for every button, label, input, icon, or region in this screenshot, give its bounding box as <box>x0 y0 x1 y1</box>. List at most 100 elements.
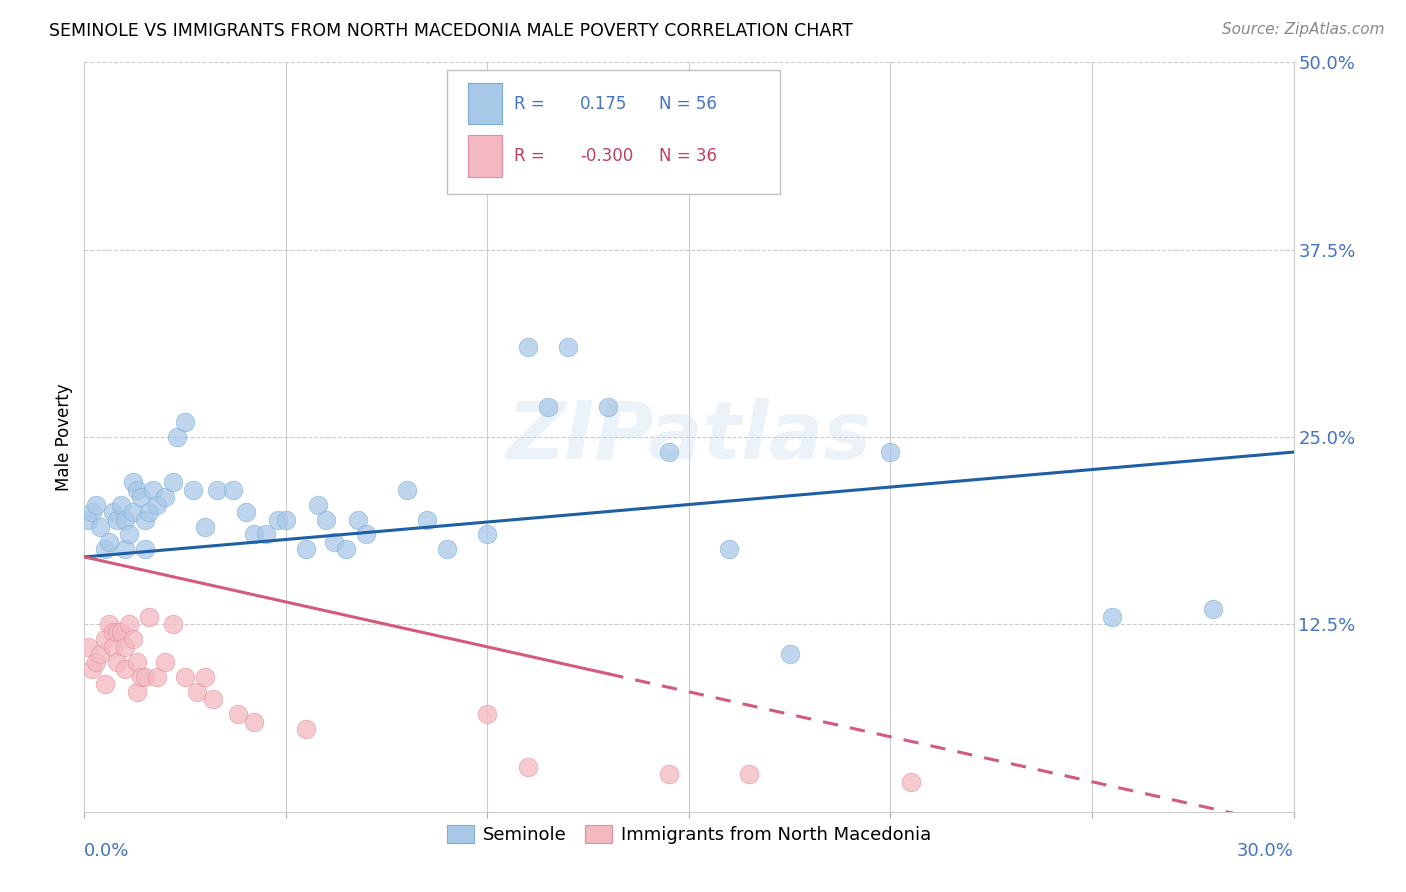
Point <box>416 512 439 526</box>
Point <box>134 670 156 684</box>
Point <box>138 505 160 519</box>
Point <box>97 617 120 632</box>
Point <box>267 512 290 526</box>
Point <box>436 542 458 557</box>
Point <box>114 512 136 526</box>
Point <box>162 617 184 632</box>
Point <box>89 648 111 662</box>
Point <box>114 662 136 676</box>
Point <box>121 505 143 519</box>
Point <box>153 655 176 669</box>
Point <box>295 542 318 557</box>
Point <box>101 624 124 639</box>
Point <box>557 340 579 354</box>
Point <box>879 445 901 459</box>
Point <box>134 512 156 526</box>
Point <box>242 527 264 541</box>
Point <box>129 670 152 684</box>
Point <box>82 662 104 676</box>
Text: N = 56: N = 56 <box>659 95 717 112</box>
Point <box>174 670 197 684</box>
Point <box>142 483 165 497</box>
Point <box>477 707 499 722</box>
Point <box>516 760 538 774</box>
Point <box>222 483 245 497</box>
Point <box>77 512 100 526</box>
Point <box>395 483 418 497</box>
Point <box>93 542 115 557</box>
Text: Source: ZipAtlas.com: Source: ZipAtlas.com <box>1222 22 1385 37</box>
Point <box>181 483 204 497</box>
Point <box>162 475 184 489</box>
Point <box>118 617 141 632</box>
Point <box>516 340 538 354</box>
Point <box>97 535 120 549</box>
Text: 30.0%: 30.0% <box>1237 842 1294 860</box>
FancyBboxPatch shape <box>468 136 502 177</box>
Point <box>738 767 761 781</box>
Point <box>194 670 217 684</box>
Text: 0.0%: 0.0% <box>84 842 129 860</box>
Point <box>114 542 136 557</box>
Point <box>146 498 169 512</box>
Text: ZIPatlas: ZIPatlas <box>506 398 872 476</box>
Point <box>114 640 136 654</box>
Point <box>307 498 329 512</box>
Text: N = 36: N = 36 <box>659 147 717 165</box>
Point <box>93 632 115 647</box>
Point <box>125 655 148 669</box>
Point <box>125 483 148 497</box>
Point <box>101 505 124 519</box>
Point <box>1101 610 1123 624</box>
Point <box>121 475 143 489</box>
Point <box>274 512 297 526</box>
Point <box>110 498 132 512</box>
Text: 0.175: 0.175 <box>581 95 627 112</box>
Text: R =: R = <box>513 147 544 165</box>
FancyBboxPatch shape <box>468 83 502 124</box>
Point <box>105 512 128 526</box>
Point <box>166 430 188 444</box>
Y-axis label: Male Poverty: Male Poverty <box>55 384 73 491</box>
Point <box>138 610 160 624</box>
Point <box>207 483 229 497</box>
Point <box>77 640 100 654</box>
Point <box>295 723 318 737</box>
Point <box>323 535 346 549</box>
Text: R =: R = <box>513 95 544 112</box>
Point <box>86 498 108 512</box>
Point <box>315 512 337 526</box>
Point <box>153 490 176 504</box>
Point <box>242 714 264 729</box>
Point <box>146 670 169 684</box>
Point <box>125 685 148 699</box>
Point <box>537 400 560 414</box>
Point <box>235 505 257 519</box>
Text: -0.300: -0.300 <box>581 147 633 165</box>
Legend: Seminole, Immigrants from North Macedonia: Seminole, Immigrants from North Macedoni… <box>440 818 938 851</box>
Point <box>89 520 111 534</box>
Point <box>718 542 741 557</box>
Point <box>335 542 357 557</box>
Point <box>1202 602 1225 616</box>
Point <box>129 490 152 504</box>
Point <box>477 527 499 541</box>
Point <box>86 655 108 669</box>
Point <box>658 445 681 459</box>
Point <box>347 512 370 526</box>
Text: SEMINOLE VS IMMIGRANTS FROM NORTH MACEDONIA MALE POVERTY CORRELATION CHART: SEMINOLE VS IMMIGRANTS FROM NORTH MACEDO… <box>49 22 853 40</box>
Point <box>658 767 681 781</box>
Point <box>110 624 132 639</box>
Point <box>82 505 104 519</box>
Point <box>121 632 143 647</box>
Point <box>194 520 217 534</box>
Point <box>174 415 197 429</box>
Point <box>93 677 115 691</box>
Point <box>105 655 128 669</box>
Point <box>356 527 378 541</box>
Point <box>254 527 277 541</box>
Point <box>900 774 922 789</box>
Point <box>202 692 225 706</box>
Point <box>779 648 801 662</box>
Point <box>118 527 141 541</box>
